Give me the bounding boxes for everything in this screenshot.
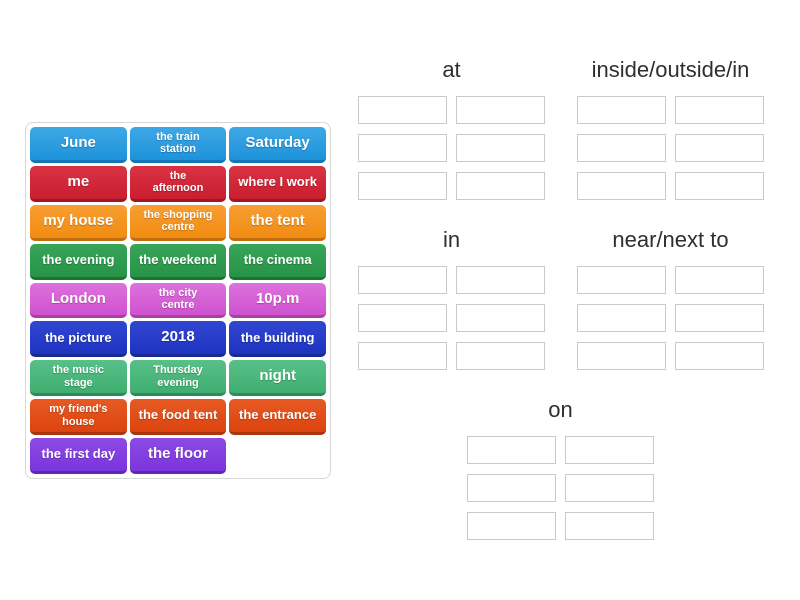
answer-slots	[467, 436, 654, 540]
answer-slot[interactable]	[467, 512, 556, 540]
word-tile-label: the food tent	[138, 407, 218, 423]
word-tile[interactable]: the weekend	[129, 243, 227, 280]
answer-slot[interactable]	[456, 304, 545, 332]
answer-slot[interactable]	[675, 266, 764, 294]
word-tile[interactable]: London	[30, 282, 127, 319]
answer-slot[interactable]	[565, 436, 654, 464]
word-tile-label: the shopping centre	[143, 208, 213, 234]
word-tile[interactable]: the afternoon	[129, 165, 227, 202]
word-tile[interactable]: my friend's house	[30, 399, 127, 436]
word-tile-label: my house	[43, 211, 114, 229]
word-tile[interactable]: the evening	[30, 243, 127, 280]
answer-slot[interactable]	[675, 172, 764, 200]
category-group-inside-outside-in: inside/outside/in	[577, 56, 764, 200]
answer-slot[interactable]	[358, 304, 447, 332]
word-tile-label: my friend's house	[49, 403, 108, 428]
answer-slot[interactable]	[358, 172, 447, 200]
answer-slot[interactable]	[577, 342, 666, 370]
word-tile-label: Thursday evening	[153, 364, 203, 389]
answer-slot[interactable]	[565, 474, 654, 502]
answer-slot[interactable]	[467, 474, 556, 502]
word-tile[interactable]: 10p.m	[229, 282, 326, 319]
word-tile[interactable]: the city centre	[129, 282, 227, 319]
word-tile[interactable]: the building	[229, 321, 326, 358]
word-tile-label: where I work	[238, 174, 318, 190]
word-tile-label: the first day	[41, 446, 116, 462]
category-label: in	[442, 227, 461, 252]
word-tile-label: Saturday	[245, 134, 310, 152]
word-tile-label: the afternoon	[152, 170, 204, 195]
word-tile-label: the train station	[156, 131, 200, 156]
word-tile-label: the evening	[42, 251, 115, 267]
word-tile-label: me	[67, 172, 90, 190]
answer-slot[interactable]	[358, 134, 447, 162]
word-tile-label: the music stage	[52, 364, 104, 389]
word-tile-label: London	[50, 289, 106, 307]
answer-slots	[577, 266, 764, 370]
word-tile-label: the cinema	[243, 251, 312, 267]
category-label: on	[548, 397, 573, 422]
answer-slot[interactable]	[467, 436, 556, 464]
answer-slot[interactable]	[456, 172, 545, 200]
word-tile[interactable]: the floor	[129, 438, 227, 474]
answer-slot[interactable]	[456, 342, 545, 370]
word-tile-label: 2018	[161, 328, 195, 346]
answer-slot[interactable]	[675, 96, 764, 124]
category-label: at	[442, 57, 461, 82]
word-tile[interactable]: me	[30, 165, 127, 202]
word-tile[interactable]: Saturday	[229, 127, 326, 163]
word-bank: June the train station Saturday me the after…	[25, 122, 331, 479]
word-tile-label: the tent	[250, 211, 305, 229]
word-tile-label: June	[60, 134, 96, 152]
category-label: inside/outside/in	[591, 57, 750, 82]
word-tile[interactable]: the cinema	[229, 243, 326, 280]
answer-slots	[358, 96, 545, 200]
answer-slots	[358, 266, 545, 370]
answer-slot[interactable]	[358, 266, 447, 294]
category-group-on: on	[467, 396, 654, 540]
word-tile-label: the city centre	[158, 286, 198, 311]
word-tile[interactable]: June	[30, 127, 127, 163]
answer-slot[interactable]	[577, 172, 666, 200]
word-tile[interactable]: the tent	[229, 204, 326, 241]
word-tile-label: the entrance	[239, 407, 317, 423]
word-tile[interactable]: night	[229, 360, 326, 397]
word-tile-label: the weekend	[138, 251, 217, 267]
answer-slot[interactable]	[565, 512, 654, 540]
answer-slots	[577, 96, 764, 200]
answer-slot[interactable]	[456, 266, 545, 294]
word-tile[interactable]: where I work	[229, 165, 326, 202]
answer-slot[interactable]	[577, 304, 666, 332]
answer-slot[interactable]	[675, 134, 764, 162]
word-tile[interactable]: the first day	[30, 438, 127, 474]
word-tile[interactable]: the shopping centre	[129, 204, 227, 241]
word-tile[interactable]: my house	[30, 204, 127, 241]
word-tile[interactable]: the entrance	[229, 399, 326, 436]
answer-slot[interactable]	[456, 96, 545, 124]
word-tile[interactable]: the music stage	[30, 360, 127, 397]
answer-slot[interactable]	[358, 96, 447, 124]
answer-slot[interactable]	[456, 134, 545, 162]
word-tile-label: the building	[240, 329, 315, 345]
answer-slot[interactable]	[577, 96, 666, 124]
word-tile[interactable]: the train station	[129, 127, 227, 163]
word-tile-label: the picture	[45, 329, 112, 345]
answer-slot[interactable]	[577, 266, 666, 294]
word-tile-label: night	[259, 367, 296, 385]
category-group-in: in	[358, 226, 545, 370]
word-tile-label: the floor	[147, 445, 208, 463]
category-label: near/next to	[612, 227, 729, 252]
word-tile-label: 10p.m	[255, 289, 300, 307]
answer-slot[interactable]	[358, 342, 447, 370]
answer-slot[interactable]	[577, 134, 666, 162]
category-group-near-next-to: near/next to	[577, 226, 764, 370]
word-tile[interactable]: the food tent	[129, 399, 227, 436]
answer-slot[interactable]	[675, 304, 764, 332]
category-group-at: at	[358, 56, 545, 200]
word-tile[interactable]: Thursday evening	[129, 360, 227, 397]
word-tile[interactable]: the picture	[30, 321, 127, 358]
answer-slot[interactable]	[675, 342, 764, 370]
word-tile[interactable]: 2018	[129, 321, 227, 358]
